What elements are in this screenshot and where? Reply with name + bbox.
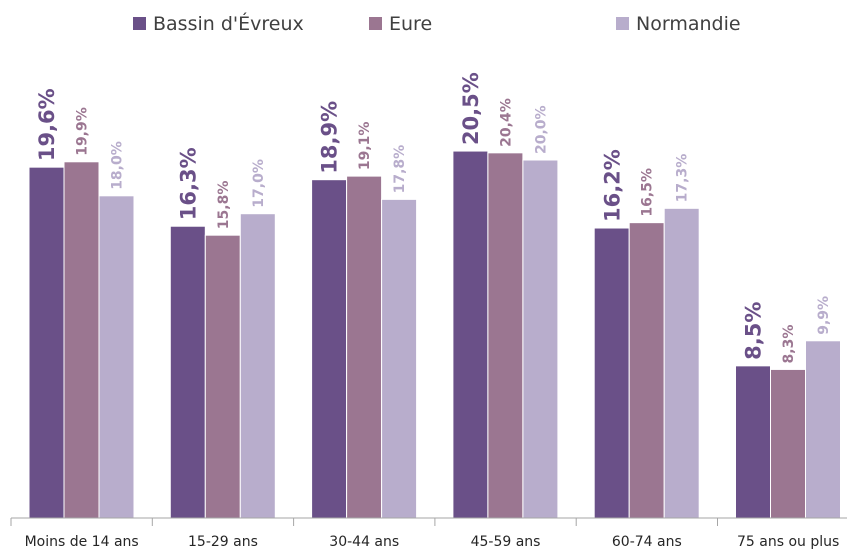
bar-s3-c3 [381, 198, 418, 519]
legend-label-1: Bassin d'Évreux [153, 12, 304, 35]
value-label-s2-c2: 15,8% [216, 181, 232, 230]
value-label-s1-c3: 18,9% [318, 101, 342, 174]
bar-s3-c5 [663, 207, 700, 519]
value-label-s2-c5: 16,5% [640, 168, 656, 217]
legend-swatch-2 [369, 17, 382, 30]
value-label-s1-c2: 16,3% [176, 147, 200, 220]
x-tick-label-6: 75 ans ou plus [737, 534, 839, 550]
x-tick-label-3: 30-44 ans [329, 534, 399, 550]
bar-s2-c3 [346, 175, 383, 519]
value-label-s2-c3: 19,1% [357, 122, 373, 171]
bar-s3-c4 [522, 159, 559, 519]
bar-s1-c4 [452, 150, 489, 519]
bar-s1-c3 [311, 179, 348, 519]
value-label-s2-c6: 8,3% [781, 325, 797, 364]
value-label-s2-c1: 19,9% [75, 107, 91, 156]
legend-swatch-3 [616, 17, 629, 30]
bar-s3-c1 [98, 195, 135, 519]
value-label-s3-c3: 17,8% [392, 145, 408, 194]
bar-s2-c4 [487, 152, 524, 519]
legend-label-3: Normandie [636, 13, 741, 35]
value-label-s1-c6: 8,5% [742, 302, 766, 360]
bars [28, 150, 841, 519]
x-tick-label-1: Moins de 14 ans [25, 534, 139, 550]
bar-s1-c6 [735, 365, 771, 519]
legend-label-2: Eure [389, 13, 432, 35]
value-label-s1-c5: 16,2% [600, 149, 624, 222]
value-label-s2-c4: 20,4% [498, 98, 514, 147]
legend-swatch-1 [133, 17, 146, 30]
legend: Bassin d'Évreux Eure Normandie [133, 12, 741, 35]
x-axis: Moins de 14 ans 15-29 ans 30-44 ans 45-59 a… [10, 517, 847, 550]
bar-s1-c5 [593, 227, 630, 519]
value-label-s3-c5: 17,3% [675, 154, 691, 203]
bar-s1-c2 [169, 225, 206, 519]
bar-s2-c6 [770, 368, 806, 519]
bar-s2-c1 [63, 161, 100, 519]
bar-s2-c5 [628, 222, 665, 519]
bar-s3-c6 [805, 340, 841, 519]
x-tick-label-4: 45-59 ans [471, 534, 541, 550]
bar-s3-c2 [239, 213, 276, 519]
value-label-s3-c2: 17,0% [251, 159, 267, 208]
value-label-s3-c4: 20,0% [533, 105, 549, 154]
value-label-s3-c1: 18,0% [110, 141, 126, 190]
value-label-s1-c4: 20,5% [459, 72, 483, 145]
bar-s2-c2 [204, 234, 241, 519]
x-tick-label-2: 15-29 ans [188, 534, 258, 550]
bar-s1-c1 [28, 166, 65, 519]
value-label-s3-c6: 9,9% [816, 296, 832, 335]
x-tick-label-5: 60-74 ans [612, 534, 682, 550]
value-labels: 19,6% 19,9% 18,0% 16,3% 15,8% 17,0% 18,9% 19,1%… [35, 72, 832, 363]
value-label-s1-c1: 19,6% [35, 88, 59, 161]
